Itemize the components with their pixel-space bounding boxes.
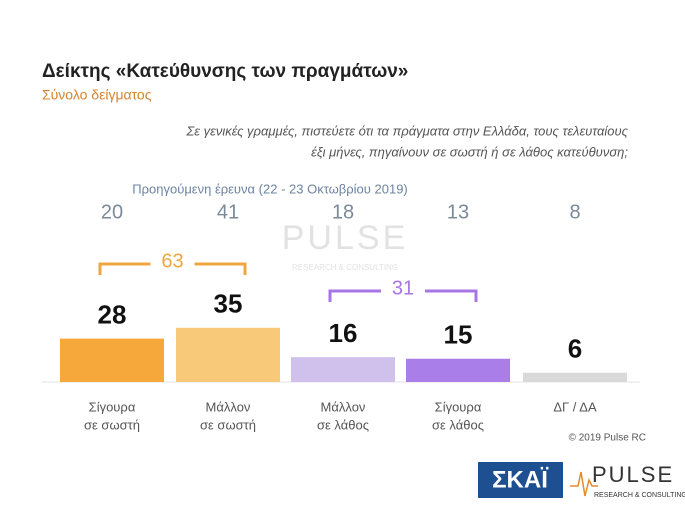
category-label: σε σωστή (84, 417, 140, 432)
pulse-logo: PULSE (592, 462, 674, 487)
category-label: Μάλλον (321, 399, 366, 414)
chart-title: Δείκτης «Κατεύθυνσης των πραγμάτων» (42, 61, 408, 82)
question: Σε γενικές γραμμές, πιστεύετε ότι τα πρά… (185, 123, 628, 138)
bar (291, 357, 395, 382)
watermark-tagline: RESEARCH & CONSULTING (292, 263, 398, 272)
category-label: σε σωστή (200, 417, 256, 432)
watermark: PULSE (282, 219, 409, 257)
value-label: 35 (214, 289, 243, 319)
pulse-tagline: RESEARCH & CONSULTING (594, 492, 685, 499)
category-label: Μάλλον (206, 399, 251, 414)
bar (523, 372, 627, 382)
skai-logo-text: ΣΚΑΪ (492, 466, 549, 493)
copyright: © 2019 Pulse RC (569, 433, 646, 444)
value-label: 28 (98, 299, 127, 329)
group-bracket (328, 289, 381, 302)
category-label: Σίγουρα (89, 399, 136, 414)
group-bracket (425, 289, 478, 302)
pulse-logo-wave (570, 471, 598, 497)
question: έξι μήνες, πηγαίνουν σε σωστή ή σε λάθος… (311, 144, 628, 159)
category-label: σε λάθος (317, 417, 369, 432)
previous-value: 20 (101, 201, 123, 223)
group-bracket (98, 262, 151, 275)
previous-label: Προηγούμενη έρευνα (22 - 23 Οκτωβρίου 20… (132, 181, 408, 196)
category-label: Σίγουρα (435, 399, 482, 414)
skai-logo (478, 462, 563, 498)
group-total: 63 (161, 250, 183, 272)
bar (60, 338, 164, 382)
group-bracket (194, 262, 247, 275)
previous-value: 8 (569, 201, 580, 223)
chart-subtitle: Σύνολο δείγματος (42, 87, 152, 103)
bar (406, 358, 510, 382)
category-label: σε λάθος (432, 417, 484, 432)
previous-value: 13 (447, 201, 469, 223)
previous-value: 41 (217, 201, 239, 223)
previous-value: 18 (332, 201, 354, 223)
bar (176, 327, 280, 382)
value-label: 15 (444, 320, 473, 350)
group-total: 31 (392, 277, 414, 299)
value-label: 16 (329, 318, 358, 348)
value-label: 6 (568, 334, 582, 364)
category-label: ΔΓ / ΔΑ (553, 399, 597, 414)
